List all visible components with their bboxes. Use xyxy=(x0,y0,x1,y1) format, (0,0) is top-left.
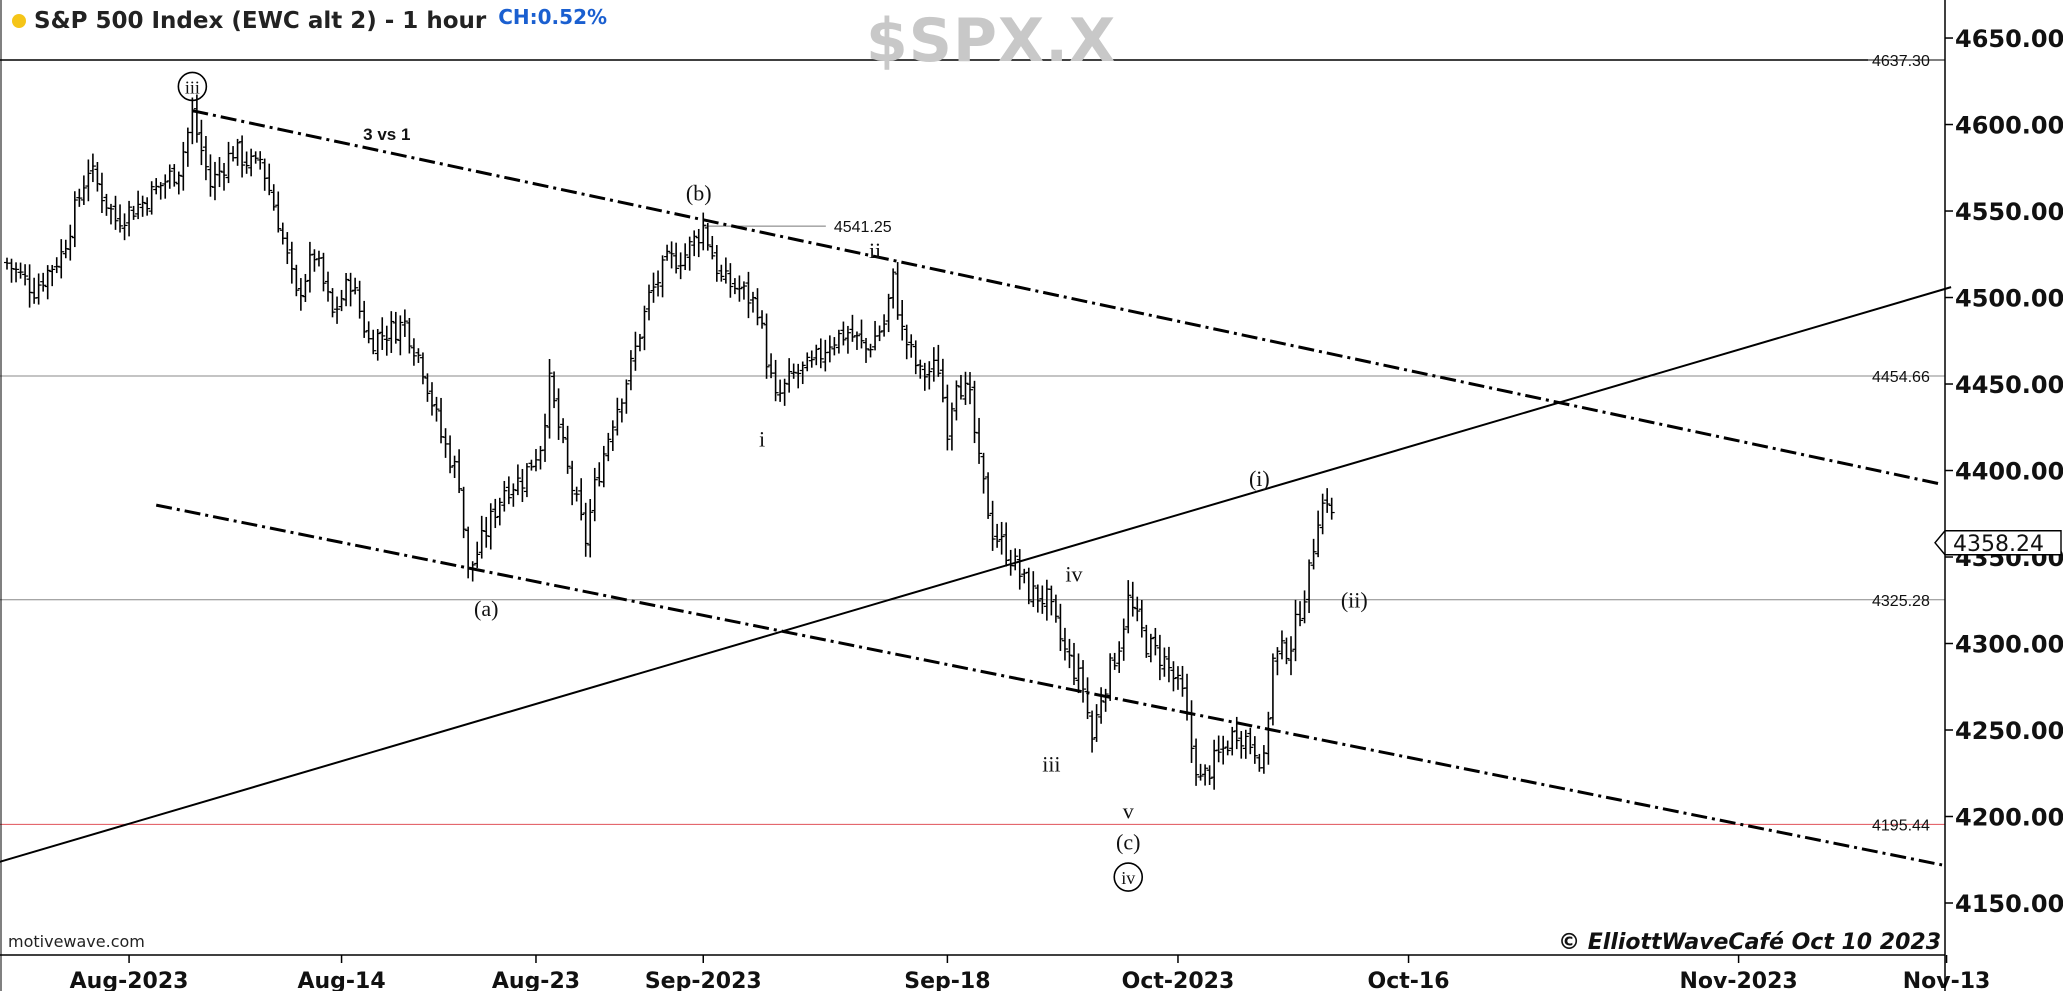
wave-label: v xyxy=(1123,798,1134,823)
chart-header: S&P 500 Index (EWC alt 2) - 1 hour CH:0.… xyxy=(12,5,608,34)
wave-label: ii xyxy=(869,238,881,263)
level-label: 4195.44 xyxy=(1872,817,1930,834)
time-tick-label: Nov-2023 xyxy=(1679,969,1797,991)
price-tick-label: 4650.00 xyxy=(1955,25,2063,53)
symbol-watermark: $SPX.X xyxy=(866,6,1117,76)
wave-label: (a) xyxy=(474,596,498,621)
chart-title: S&P 500 Index (EWC alt 2) - 1 hour xyxy=(34,8,487,34)
wave-label-circle xyxy=(1113,862,1144,892)
time-axis[interactable]: Aug-2023 Aug-14 Aug-23 Sep-2023 Sep-18 Oct-20… xyxy=(70,955,1991,991)
time-tick-label: Aug-23 xyxy=(492,969,580,991)
time-tick-label: Oct-2023 xyxy=(1122,969,1235,991)
price-tick-label: 4450.00 xyxy=(1955,371,2063,399)
wave-label: 3 vs 1 xyxy=(363,125,410,144)
price-tick-label: 4250.00 xyxy=(1955,717,2063,745)
trendline-upper-channel xyxy=(192,109,1943,486)
trendline-rising-trendline xyxy=(0,286,1952,863)
wave-label: (i) xyxy=(1249,466,1270,491)
wave-label: (ii) xyxy=(1341,587,1368,612)
change-percent: CH:0.52% xyxy=(498,5,608,29)
wave-label: i xyxy=(759,426,765,451)
horizontal-levels: 4637.30 4454.66 4325.28 4195.44 4541.25 xyxy=(0,53,1945,834)
wave-label: (b) xyxy=(686,181,712,206)
source-label: motivewave.com xyxy=(8,932,145,951)
price-tick-label: 4550.00 xyxy=(1955,198,2063,226)
time-tick-label: Aug-2023 xyxy=(70,969,189,991)
time-tick-label: Nov-13 xyxy=(1903,969,1991,991)
wave-label: iii xyxy=(1042,752,1060,777)
trendlines xyxy=(0,109,1952,867)
current-price-marker: 4358.24 xyxy=(1934,530,2062,557)
price-axis[interactable]: 4150.004200.004250.004300.004350.004400.… xyxy=(1945,25,2063,918)
price-tick-label: 4150.00 xyxy=(1955,890,2063,918)
price-bars xyxy=(4,94,1335,790)
price-tick-label: 4500.00 xyxy=(1955,285,2063,313)
time-tick-label: Aug-14 xyxy=(297,969,385,991)
price-tick-label: 4200.00 xyxy=(1955,804,2063,832)
current-price-box xyxy=(1934,530,2062,556)
wave-label: (c) xyxy=(1116,829,1140,854)
time-tick-label: Sep-18 xyxy=(904,969,990,991)
time-tick-label: Sep-2023 xyxy=(645,969,762,991)
trendline-lower-channel xyxy=(155,503,1943,867)
wave-label: iv xyxy=(1121,868,1135,888)
price-tick-label: 4300.00 xyxy=(1955,631,2063,659)
price-tick-label: 4600.00 xyxy=(1955,112,2063,140)
level-label: 4325.28 xyxy=(1872,593,1930,610)
level-label: 4454.66 xyxy=(1872,369,1930,386)
status-dot-icon xyxy=(12,14,26,28)
short-level-label: 4541.25 xyxy=(834,219,892,236)
copyright-label: © ElliottWaveCafé Oct 10 2023 xyxy=(1558,930,1941,955)
level-label: 4637.30 xyxy=(1872,53,1930,70)
time-tick-label: Oct-16 xyxy=(1368,969,1450,991)
price-tick-label: 4400.00 xyxy=(1955,458,2063,486)
wave-label-circle xyxy=(177,71,208,102)
current-price-label: 4358.24 xyxy=(1953,532,2044,557)
wave-label: iv xyxy=(1065,561,1082,586)
wave-label: iii xyxy=(185,77,200,97)
